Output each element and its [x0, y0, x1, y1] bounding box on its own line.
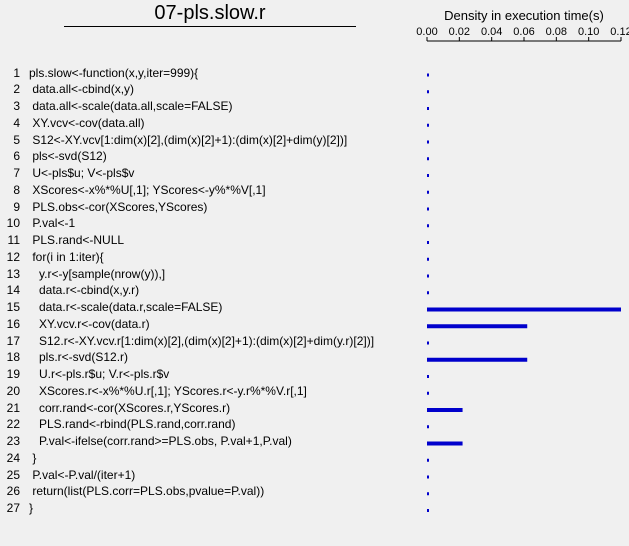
line-source: XScores<-x%*%U[,1]; YScores<-y%*%V[,1] — [29, 182, 266, 197]
x-tick-label: 0.04 — [481, 26, 502, 38]
line-source: XY.vcv<-cov(data.all) — [29, 115, 145, 130]
bar-line-25 — [427, 475, 429, 479]
line-source: data.all<-cbind(x,y) — [29, 82, 135, 97]
bar-line-5 — [427, 140, 429, 144]
bar-line-8 — [427, 190, 429, 194]
line-number: 1 — [13, 65, 20, 80]
line-source: U.r<-pls.r$u; V.r<-pls.r$v — [29, 367, 170, 381]
line-source: y.r<-y[sample(nrow(y)),] — [29, 266, 166, 281]
line-source: P.val<-ifelse(corr.rand>=PLS.obs, P.val+… — [29, 434, 292, 448]
line-number: 14 — [6, 283, 20, 298]
line-source: pls.slow<-function(x,y,iter=999){ — [29, 65, 199, 80]
line-number: 8 — [13, 182, 20, 197]
x-tick-label: 0.12 — [610, 26, 629, 38]
line-number: 5 — [13, 132, 20, 147]
bar-line-23 — [427, 441, 463, 446]
bar-line-7 — [427, 174, 429, 177]
line-number: 20 — [6, 383, 20, 398]
bar-line-26 — [427, 492, 429, 496]
line-source: PLS.rand<-rbind(PLS.rand,corr.rand) — [29, 417, 236, 432]
line-source: } — [29, 501, 34, 515]
line-number: 27 — [6, 501, 20, 515]
line-number: 26 — [6, 484, 20, 499]
line-number: 15 — [6, 300, 20, 314]
line-number: 12 — [6, 249, 20, 264]
line-source: U<-pls$u; V<-pls$v — [29, 166, 135, 180]
line-source: pls<-svd(S12) — [29, 149, 107, 164]
line-number: 16 — [6, 316, 20, 331]
bar-line-19 — [427, 375, 429, 378]
x-tick-label: 0.02 — [449, 26, 470, 38]
line-number: 9 — [13, 199, 20, 214]
line-source: return(list(PLS.corr=PLS.obs,pvalue=P.va… — [29, 484, 265, 499]
bar-line-21 — [427, 408, 463, 412]
bar-line-24 — [427, 458, 429, 462]
bar-line-27 — [427, 509, 429, 512]
line-source: PLS.rand<-NULL — [29, 233, 125, 247]
line-number: 6 — [13, 149, 20, 164]
bar-line-12 — [427, 257, 429, 261]
line-number: 18 — [6, 350, 20, 365]
bar-line-1 — [427, 73, 429, 77]
bar-line-14 — [427, 291, 429, 295]
line-number: 4 — [13, 115, 20, 130]
line-number: 17 — [6, 333, 20, 348]
x-tick-label: 0.10 — [578, 26, 599, 38]
line-number: 10 — [6, 216, 20, 231]
bar-line-10 — [427, 224, 429, 228]
line-number: 22 — [6, 417, 20, 432]
line-source: XScores.r<-x%*%U.r[,1]; YScores.r<-y.r%*… — [29, 383, 307, 398]
line-number: 2 — [13, 82, 20, 97]
bar-line-11 — [427, 241, 429, 244]
line-source: P.val<-P.val/(iter+1) — [29, 467, 136, 482]
bar-line-17 — [427, 341, 429, 345]
line-number: 24 — [6, 450, 20, 465]
line-source: data.r<-scale(data.r,scale=FALSE) — [29, 300, 223, 314]
bar-line-4 — [427, 123, 429, 127]
line-source: data.r<-cbind(x,y.r) — [29, 283, 140, 298]
bar-line-20 — [427, 391, 429, 395]
line-source: S12<-XY.vcv[1:dim(x)[2],(dim(x)[2]+1):(d… — [29, 132, 348, 147]
chart-title: Density in execution time(s) — [444, 8, 604, 23]
line-number: 23 — [6, 434, 20, 448]
line-source: XY.vcv.r<-cov(data.r) — [29, 316, 150, 331]
bar-line-22 — [427, 425, 429, 429]
x-tick-label: 0.08 — [546, 26, 567, 38]
line-source: S12.r<-XY.vcv.r[1:dim(x)[2],(dim(x)[2]+1… — [29, 333, 375, 348]
file-title: 07-pls.slow.r — [64, 0, 356, 27]
x-tick-label: 0.00 — [416, 26, 437, 38]
line-number: 25 — [6, 467, 20, 482]
line-source: data.all<-scale(data.all,scale=FALSE) — [29, 99, 233, 113]
line-number: 19 — [6, 367, 20, 381]
bar-line-15 — [427, 307, 621, 312]
line-source: } — [29, 450, 37, 465]
line-number: 7 — [13, 166, 20, 180]
line-number: 21 — [6, 400, 20, 415]
bar-line-13 — [427, 274, 429, 278]
x-tick-label: 0.06 — [513, 26, 534, 38]
bar-line-16 — [427, 324, 528, 329]
line-number: 3 — [13, 99, 20, 113]
line-number: 11 — [7, 233, 20, 247]
line-source: P.val<-1 — [29, 216, 76, 231]
bar-line-3 — [427, 107, 429, 110]
line-source: pls.r<-svd(S12.r) — [29, 350, 129, 365]
line-source: PLS.obs<-cor(XScores,YScores) — [29, 199, 208, 214]
bar-line-2 — [427, 90, 429, 94]
bar-line-18 — [427, 357, 528, 362]
bar-line-9 — [427, 207, 429, 211]
bar-line-6 — [427, 157, 429, 161]
line-source: corr.rand<-cor(XScores.r,YScores.r) — [29, 400, 231, 415]
line-source: for(i in 1:iter){ — [29, 249, 104, 264]
line-number: 13 — [6, 266, 20, 281]
